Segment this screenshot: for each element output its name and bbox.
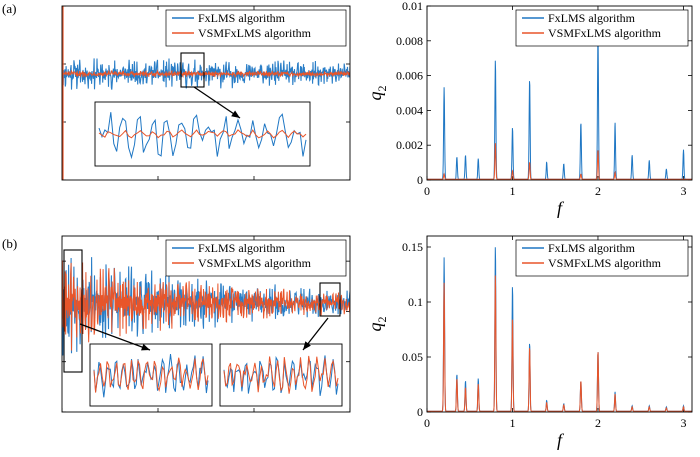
- legend-entry: VSMFxLMS algorithm: [198, 26, 312, 40]
- x-axis-label: f: [557, 198, 565, 218]
- y-axis-label-sub: 2: [375, 86, 389, 92]
- x-tick-label: 2000: [146, 184, 170, 198]
- y-axis-label-sub: 2: [18, 317, 32, 323]
- x-tick-label: 2: [595, 416, 601, 430]
- y-tick-label: -1.8: [39, 173, 58, 187]
- x-tick-label: 2: [595, 184, 601, 198]
- zoom-box: [63, 249, 83, 373]
- legend-box: [515, 9, 689, 47]
- y-axis-label: q2: [365, 317, 389, 332]
- zoom-box: [319, 282, 341, 317]
- plot-frame: [426, 5, 693, 181]
- y-axis-label: q2: [365, 86, 389, 101]
- inset-line-fxlms: [98, 112, 307, 160]
- y-tick-label: 0: [417, 405, 423, 419]
- x-axis-label: f: [557, 430, 565, 450]
- x-tick-label: 0: [424, 416, 430, 430]
- y-tick-label: -6: [48, 405, 58, 419]
- x-tick-label: 6000: [338, 184, 362, 198]
- x-axis-label: τ: [203, 430, 210, 450]
- legend-entry: FxLMS algorithm: [198, 241, 286, 255]
- x-tick-label: 0: [59, 184, 65, 198]
- y-tick-label: 0.05: [402, 350, 423, 364]
- x-tick-label: 4000: [242, 184, 266, 198]
- x-tick-label: 1: [509, 416, 515, 430]
- legend-entry: VSMFxLMS algorithm: [548, 26, 662, 40]
- x-tick-label: 3: [680, 416, 686, 430]
- chart-a-time: 0 2000 4000 6000 -1.8 -1.7 -1.6 -1.5 τ q2 FxLMS al…: [8, 0, 362, 218]
- y-tick-label: 0.002: [396, 138, 423, 152]
- legend-box: [165, 9, 347, 47]
- zoom-arrow-head: [141, 343, 150, 351]
- y-tick-label: -4: [48, 355, 58, 369]
- y-axis-label-main: q: [8, 92, 28, 101]
- zoom-box: [180, 52, 205, 88]
- x-axis-label: τ: [203, 198, 210, 218]
- x-tick-label: 0: [424, 184, 430, 198]
- y-tick-label: 0: [417, 173, 423, 187]
- inset-line-fxlms: [223, 355, 339, 396]
- y-tick-label: -1.6: [39, 57, 58, 71]
- y-axis-label-main: q: [365, 92, 385, 101]
- y-axis-label-sub: 2: [18, 86, 32, 92]
- x-tick-label: 6000: [338, 416, 362, 430]
- panel-label-a: (a): [2, 1, 16, 16]
- legend-box: [515, 239, 689, 277]
- inset-panel: [219, 343, 343, 407]
- y-tick-label: -1.5: [39, 0, 58, 13]
- series-line-vsmfxlms: [62, 260, 350, 351]
- x-tick-label: 4000: [242, 416, 266, 430]
- y-tick-label: 0.008: [396, 34, 423, 48]
- series-line-vsmfxlms: [427, 143, 692, 180]
- legend-entry: FxLMS algorithm: [548, 241, 636, 255]
- inset-line-vsmfxlms: [93, 357, 209, 393]
- zoom-arrow-head: [303, 341, 311, 350]
- x-tick-label: 0: [59, 416, 65, 430]
- y-tick-label: -1.7: [39, 115, 58, 129]
- legend-box: [165, 239, 347, 277]
- series-line-vsmfxlms: [427, 275, 692, 412]
- y-tick-label: 0.004: [396, 103, 423, 117]
- y-tick-label: 0.01: [402, 0, 423, 13]
- y-tick-label: 0.1: [408, 295, 423, 309]
- zoom-arrow: [79, 323, 151, 351]
- zoom-arrow-head: [231, 110, 240, 118]
- y-axis-label-sub: 2: [375, 317, 389, 323]
- chart-b-time: 0 2000 4000 6000 -6 -4 -2 0 τ q2 FxLMS algorithmVS…: [8, 235, 362, 450]
- plot-frame: [426, 235, 693, 413]
- legend-entry: FxLMS algorithm: [548, 11, 636, 25]
- zoom-arrow: [193, 86, 241, 119]
- y-tick-label: 0.15: [402, 240, 423, 254]
- legend-entry: VSMFxLMS algorithm: [198, 256, 312, 270]
- y-axis-label-main: q: [8, 323, 28, 332]
- series-line-vsmfxlms: [62, 69, 350, 180]
- series-line-fxlms: [427, 34, 692, 180]
- plot-area: 0 2000 4000 6000 -1.8 -1.7 -1.6 -1.5 τ q2: [8, 0, 362, 218]
- y-axis-label-main: q: [365, 323, 385, 332]
- plot-frame: [61, 5, 351, 181]
- y-tick-label: 0.006: [396, 69, 423, 83]
- legend-entry: VSMFxLMS algorithm: [548, 256, 662, 270]
- x-tick-label: 3: [680, 184, 686, 198]
- inset-panel: [89, 343, 213, 407]
- plot-frame: [61, 235, 351, 413]
- x-tick-label: 2000: [146, 416, 170, 430]
- legend-entry: FxLMS algorithm: [198, 11, 286, 25]
- y-tick-label: 0: [52, 254, 58, 268]
- inset-line-vsmfxlms: [223, 355, 339, 394]
- x-tick-label: 1: [509, 184, 515, 198]
- series-line-fxlms: [62, 58, 350, 90]
- y-axis-label: q2: [8, 86, 32, 101]
- inset-line-vsmfxlms: [98, 129, 307, 139]
- y-axis-label: q2: [8, 317, 32, 332]
- panel-label-b: (b): [2, 236, 17, 251]
- y-tick-label: -2: [48, 304, 58, 318]
- plot-area: 0 2000 4000 6000 -6 -4 -2 0 τ q2: [8, 236, 362, 450]
